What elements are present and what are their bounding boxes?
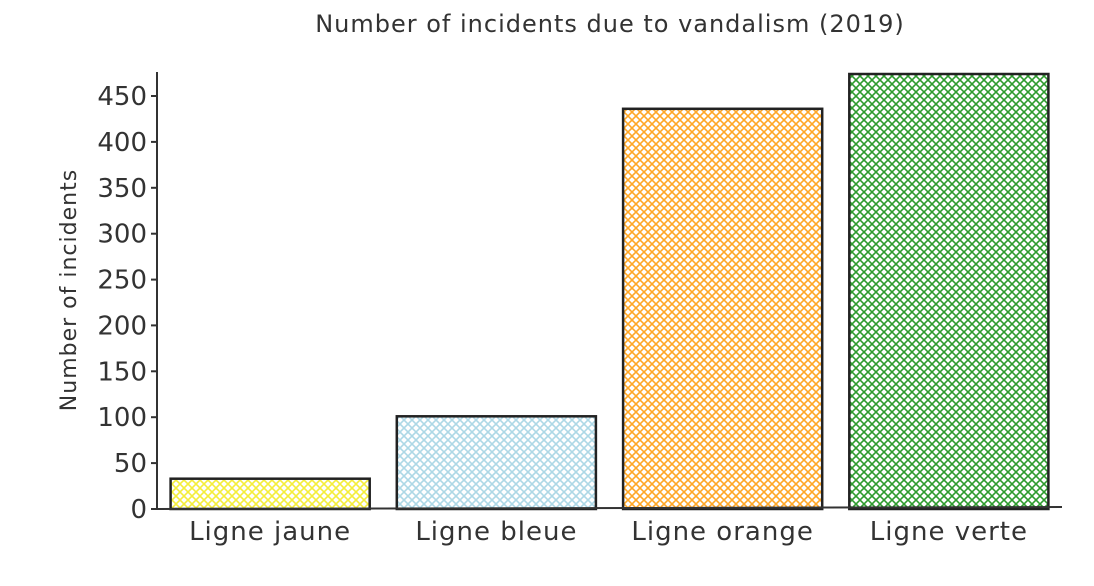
bar-ligne-jaune	[169, 477, 371, 511]
x-tick-label: Ligne orange	[631, 517, 813, 547]
chart-title: Number of incidents due to vandalism (20…	[315, 10, 905, 38]
y-tick-label: 0	[130, 495, 147, 525]
y-tick-label: 450	[97, 82, 147, 112]
x-tick-label: Ligne verte	[870, 517, 1028, 547]
x-ticks-group: Ligne jaune Ligne bleue Ligne orange Ligne …	[189, 517, 1028, 547]
y-tick-label: 200	[97, 311, 147, 341]
bars-group	[169, 72, 1050, 511]
y-tick-label: 150	[97, 357, 147, 387]
y-tick-label: 250	[97, 266, 147, 296]
y-ticks-group: 0 50 100 150 200 250 300 350 400 450	[97, 82, 157, 525]
bar-ligne-orange	[621, 107, 824, 511]
bar-ligne-bleue	[395, 415, 598, 511]
y-axis-label: Number of incidents	[57, 169, 82, 411]
x-tick-label: Ligne jaune	[189, 517, 351, 547]
x-tick-label: Ligne bleue	[415, 517, 577, 547]
bar-ligne-verte	[848, 72, 1050, 511]
y-tick-label: 350	[97, 174, 147, 204]
y-tick-label: 300	[97, 220, 147, 250]
y-tick-label: 100	[97, 403, 147, 433]
x-axis-line	[156, 506, 1063, 510]
y-tick-label: 400	[97, 128, 147, 158]
y-tick-label: 50	[114, 449, 147, 479]
